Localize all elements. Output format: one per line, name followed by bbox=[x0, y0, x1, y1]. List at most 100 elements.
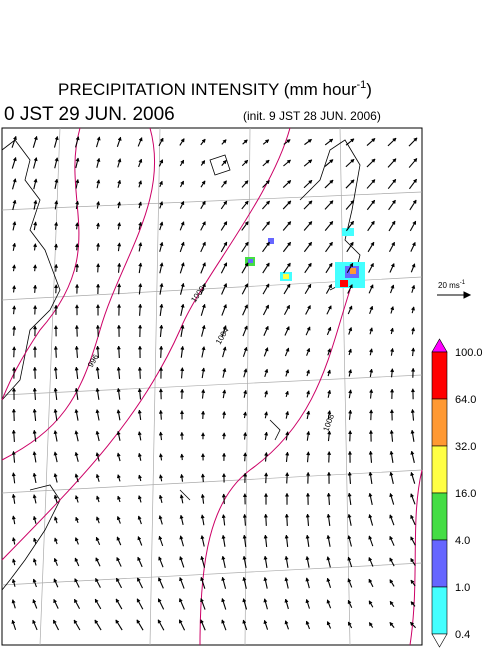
wind-head bbox=[201, 200, 206, 206]
wind-vectors bbox=[11, 135, 418, 631]
wind-head bbox=[284, 620, 289, 625]
wind-head bbox=[201, 303, 206, 309]
wind-head bbox=[329, 220, 334, 226]
wind-head bbox=[368, 429, 374, 434]
wind-head bbox=[410, 514, 415, 520]
wind-head bbox=[307, 241, 312, 247]
wind-head bbox=[263, 555, 268, 560]
wind-head bbox=[53, 284, 59, 289]
wind-head bbox=[265, 221, 270, 226]
wind-head bbox=[243, 389, 248, 395]
wind-head bbox=[180, 180, 184, 185]
wind-head bbox=[12, 242, 17, 247]
wind-head bbox=[95, 283, 101, 288]
wind-head bbox=[243, 139, 248, 144]
wind-head bbox=[284, 555, 289, 560]
wind-head bbox=[179, 598, 183, 603]
wind-head bbox=[33, 135, 38, 141]
wind-head bbox=[32, 243, 38, 248]
wind-head bbox=[200, 619, 204, 624]
wind-head bbox=[242, 619, 247, 624]
wind-head bbox=[243, 346, 248, 352]
wind-head bbox=[369, 388, 374, 393]
wind-head bbox=[11, 537, 17, 542]
wind-head bbox=[305, 513, 310, 518]
wind-head bbox=[347, 556, 352, 561]
wind-head bbox=[32, 599, 37, 604]
wind-head bbox=[33, 199, 38, 205]
wind-head bbox=[12, 325, 17, 330]
wind-head bbox=[11, 346, 17, 351]
wind-head bbox=[117, 495, 122, 500]
wind-head bbox=[389, 471, 394, 476]
wind-head bbox=[32, 578, 37, 583]
wind-head bbox=[326, 599, 331, 604]
wind-head bbox=[390, 368, 395, 373]
wind-head bbox=[391, 241, 395, 247]
wind-head bbox=[410, 450, 415, 455]
wind-head bbox=[159, 201, 164, 206]
wind-head bbox=[74, 263, 80, 268]
wind-scale-label: 20 ms-1 bbox=[438, 280, 466, 290]
wind-head bbox=[137, 577, 141, 582]
wind-head bbox=[201, 388, 206, 393]
wind-head bbox=[265, 262, 270, 267]
wind-head bbox=[200, 576, 205, 582]
wind-head bbox=[53, 345, 58, 350]
wind-head bbox=[158, 535, 163, 540]
wind-head bbox=[115, 619, 120, 624]
wind-head bbox=[32, 558, 37, 563]
wind-head bbox=[412, 178, 417, 184]
wind-head bbox=[12, 178, 17, 183]
title: PRECIPITATION INTENSITY (mm hour-1) bbox=[58, 79, 372, 99]
wind-scale-text: 20 ms bbox=[438, 281, 460, 290]
wind-head bbox=[370, 241, 375, 247]
wind-head bbox=[305, 620, 310, 625]
wind-head bbox=[136, 598, 141, 603]
wind-head bbox=[96, 136, 101, 141]
wind-head bbox=[264, 368, 269, 373]
wind-head bbox=[137, 431, 142, 436]
wind-head bbox=[390, 284, 395, 289]
wind-head bbox=[410, 408, 415, 413]
wind-head bbox=[179, 388, 185, 393]
wind-head bbox=[413, 137, 418, 142]
wind-head bbox=[305, 534, 310, 539]
wind-head bbox=[285, 472, 290, 477]
wind-head bbox=[308, 200, 313, 205]
wind-head bbox=[116, 556, 121, 562]
wind-head bbox=[11, 264, 17, 269]
wind-head bbox=[263, 411, 269, 416]
wind-head bbox=[53, 578, 58, 583]
wind-head bbox=[95, 324, 100, 329]
wind-head bbox=[159, 282, 164, 288]
wind-head bbox=[53, 387, 58, 392]
wind-head bbox=[223, 241, 228, 246]
wind-head bbox=[53, 516, 58, 521]
wind-head bbox=[327, 326, 332, 331]
wind-head bbox=[410, 306, 416, 311]
wind-head bbox=[179, 453, 185, 458]
wind-head bbox=[222, 367, 227, 373]
wind-head bbox=[326, 621, 331, 626]
colorbar-label: 32.0 bbox=[455, 441, 476, 453]
valid-time: 0 JST 29 JUN. 2006 bbox=[4, 104, 175, 125]
wind-head bbox=[286, 180, 292, 185]
wind-head bbox=[328, 283, 332, 289]
wind-head bbox=[74, 473, 79, 478]
wind-head bbox=[158, 474, 164, 479]
wind-head bbox=[137, 536, 142, 541]
wind-head bbox=[157, 619, 162, 624]
wind-head bbox=[11, 366, 17, 371]
wind-head bbox=[201, 180, 206, 185]
wind-head bbox=[347, 578, 352, 583]
wind-head bbox=[53, 408, 58, 413]
wind-head bbox=[223, 283, 228, 288]
wind-head bbox=[242, 411, 248, 416]
wind-head bbox=[326, 492, 331, 497]
wind-head bbox=[391, 220, 396, 226]
wind-head bbox=[284, 577, 289, 582]
wind-head bbox=[159, 303, 164, 308]
colorbar-segment bbox=[431, 351, 448, 400]
wind-head bbox=[221, 576, 226, 581]
